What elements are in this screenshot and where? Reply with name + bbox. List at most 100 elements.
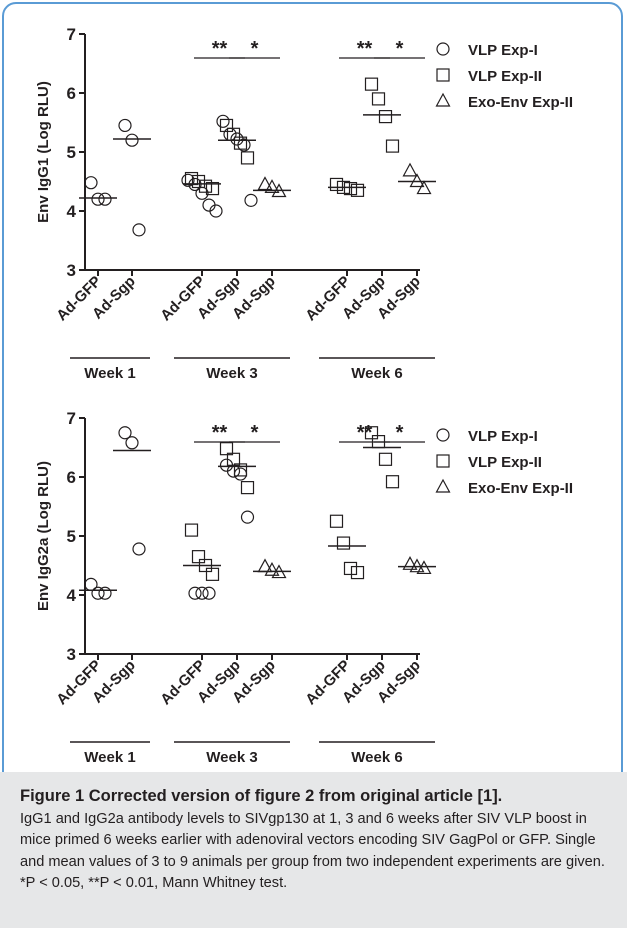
- data-point-square: [350, 183, 365, 197]
- data-point-circle: [98, 586, 112, 600]
- data-point-square: [205, 567, 220, 581]
- data-group-1: [79, 577, 117, 600]
- data-group-8: [398, 162, 436, 195]
- y-tick-label: 3: [67, 645, 76, 664]
- data-group-2: [113, 426, 151, 556]
- data-point-square: [385, 139, 400, 153]
- data-point-square: [343, 181, 358, 196]
- data-point-square: [219, 118, 234, 133]
- significance-label: *: [251, 422, 259, 444]
- data-point-square: [233, 463, 248, 477]
- legend-label: VLP Exp-I: [468, 42, 538, 59]
- data-point-square: [184, 523, 199, 537]
- data-group-3: [183, 523, 221, 600]
- data-group-5: [253, 558, 291, 579]
- data-point-triangle: [402, 162, 418, 177]
- y-tick-label: 6: [67, 468, 76, 487]
- caption-box: Figure 1 Corrected version of figure 2 f…: [0, 772, 627, 928]
- data-point-triangle: [402, 556, 418, 570]
- data-group-4: [218, 442, 256, 524]
- legend-label: VLP Exp-I: [468, 428, 538, 445]
- data-point-square: [219, 442, 234, 456]
- y-tick-label: 6: [67, 84, 76, 103]
- data-point-triangle: [264, 179, 280, 193]
- caption-title: Figure 1 Corrected version of figure 2 f…: [20, 787, 503, 805]
- data-point-circle: [118, 118, 132, 133]
- data-point-square: [364, 426, 379, 440]
- y-tick-label: 7: [67, 25, 76, 44]
- data-point-triangle: [257, 176, 273, 191]
- week-label: Week 3: [206, 365, 257, 382]
- significance-label: **: [357, 422, 373, 444]
- data-point-square: [364, 77, 379, 91]
- data-group-6: [328, 177, 366, 197]
- legend-triangle-icon: [435, 478, 451, 493]
- data-point-triangle: [409, 173, 425, 188]
- data-point-circle: [188, 586, 202, 600]
- week-label: Week 1: [84, 365, 135, 382]
- data-point-square: [226, 452, 241, 466]
- significance-label: **: [212, 38, 228, 60]
- significance-label: **: [357, 38, 373, 60]
- data-point-square: [378, 452, 393, 466]
- significance-label: *: [396, 422, 404, 444]
- data-point-circle: [181, 173, 195, 187]
- week-label: Week 3: [206, 749, 257, 766]
- data-point-square: [205, 181, 220, 196]
- data-point-circle: [233, 467, 248, 481]
- caption-text: Figure 1 Corrected version of figure 2 f…: [20, 786, 610, 895]
- data-point-circle: [118, 426, 132, 440]
- caption-body: IgG1 and IgG2a antibody levels to SIVgp1…: [20, 810, 605, 892]
- data-group-4: [216, 114, 258, 207]
- data-point-square: [378, 109, 393, 124]
- data-point-circle: [125, 436, 139, 450]
- data-point-triangle: [257, 558, 273, 573]
- data-point-circle: [209, 204, 223, 218]
- data-point-circle: [91, 192, 105, 206]
- y-tick-label: 5: [67, 143, 76, 162]
- legend-label: Exo-Env Exp-II: [468, 480, 573, 497]
- legend-label: VLP Exp-II: [468, 454, 542, 471]
- data-point-square: [350, 565, 365, 580]
- data-point-square: [371, 92, 386, 106]
- week-label: Week 6: [351, 365, 402, 382]
- significance-label: **: [212, 422, 228, 444]
- legend-circle-icon: [436, 42, 450, 56]
- data-point-circle: [240, 510, 255, 524]
- legend-square-icon: [436, 68, 450, 82]
- data-group-7: [363, 77, 401, 153]
- data-group-3: [181, 171, 223, 218]
- legend-label: Exo-Env Exp-II: [468, 94, 573, 111]
- legend-label: VLP Exp-II: [468, 68, 542, 85]
- data-point-square: [233, 136, 248, 150]
- legend-square-icon: [436, 454, 450, 468]
- y-axis-title: Env IgG1 (Log RLU): [35, 81, 52, 223]
- week-label: Week 1: [84, 749, 135, 766]
- data-point-square: [329, 177, 344, 192]
- y-tick-label: 3: [67, 261, 76, 280]
- data-point-square: [329, 514, 344, 528]
- data-point-triangle: [264, 561, 280, 576]
- significance-label: *: [396, 38, 404, 60]
- y-tick-label: 4: [67, 202, 77, 221]
- data-point-circle: [91, 586, 105, 600]
- data-group-8: [398, 556, 436, 575]
- week-label: Week 6: [351, 749, 402, 766]
- data-point-circle: [244, 193, 258, 207]
- data-point-circle: [132, 542, 146, 556]
- y-tick-label: 7: [67, 409, 76, 428]
- data-point-square: [191, 174, 206, 189]
- data-point-circle: [202, 586, 216, 600]
- data-point-circle: [216, 114, 230, 128]
- data-point-square: [198, 179, 213, 193]
- data-group-2: [113, 118, 151, 237]
- data-point-circle: [237, 138, 251, 152]
- data-point-triangle: [409, 558, 425, 573]
- data-point-square: [336, 536, 351, 550]
- data-point-square: [240, 481, 255, 495]
- data-point-circle: [125, 133, 139, 147]
- data-point-square: [240, 151, 255, 165]
- data-point-circle: [98, 192, 112, 206]
